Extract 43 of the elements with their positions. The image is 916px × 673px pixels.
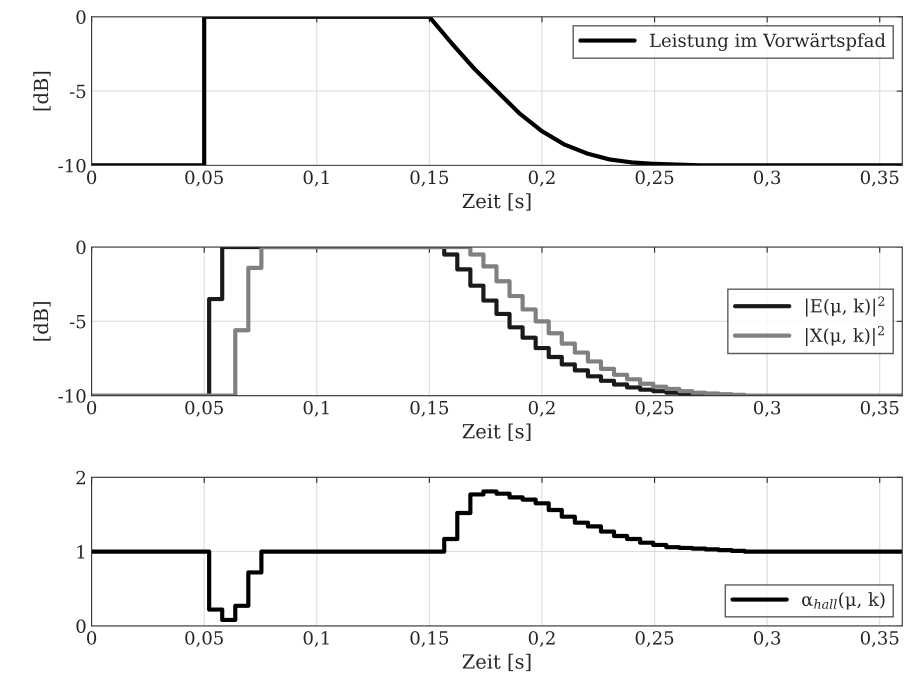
y-tick-label: 2 <box>76 470 85 484</box>
x-tick-label: 0,3 <box>754 400 780 417</box>
y-tick-label: -5 <box>70 84 86 98</box>
y-tick-label: -10 <box>58 389 86 403</box>
x-axis-title: Zeit [s] <box>462 193 530 211</box>
x-axis-title: Zeit [s] <box>462 654 530 672</box>
x-tick-label: 0,25 <box>636 631 674 647</box>
y-tick-label: -10 <box>58 158 86 172</box>
x-tick-label: 0,15 <box>410 400 448 417</box>
x-tick-label: 0,2 <box>528 170 555 186</box>
x-tick-label: 0,3 <box>754 170 780 186</box>
x-tick-label: 0 <box>87 170 96 184</box>
y-tick-label: 0 <box>76 240 86 254</box>
x-tick-label: 0,35 <box>860 170 898 186</box>
x-tick-label: 0,25 <box>636 400 674 417</box>
x-tick-label: 0,05 <box>185 170 223 186</box>
x-tick-label: 0,1 <box>304 400 329 417</box>
y-axis-title: [dB] <box>33 72 51 110</box>
y-tick-label: 1 <box>77 545 84 558</box>
x-tick-label: 0,35 <box>860 631 898 647</box>
x-tick-label: 0,15 <box>410 170 448 186</box>
legend-label: |E(μ, k)|$^{2}$ <box>806 296 884 317</box>
legend-label: |X(μ, k)|$^{2}$ <box>806 326 884 346</box>
x-tick-label: 0,25 <box>636 170 674 186</box>
x-tick-label: 0,05 <box>185 400 223 417</box>
x-tick-label: 0,05 <box>185 631 223 647</box>
x-axis-title: Zeit [s] <box>462 424 530 441</box>
y-tick-label: -5 <box>70 315 86 328</box>
y-tick-label: 0 <box>76 619 86 634</box>
x-tick-label: 0 <box>87 400 96 414</box>
x-tick-label: 0,2 <box>528 400 555 417</box>
legend-label: Leistung im Vorwärtspfad <box>650 33 886 51</box>
x-tick-label: 0,1 <box>304 170 329 186</box>
x-tick-label: 0 <box>87 631 96 645</box>
x-tick-label: 0,35 <box>860 400 898 417</box>
x-tick-label: 0,1 <box>304 631 329 647</box>
line-series <box>92 16 902 166</box>
y-tick-label: 0 <box>76 10 86 24</box>
legend-label: α$_{hall}$(μ, k) <box>802 592 885 610</box>
x-tick-label: 0,2 <box>528 631 555 647</box>
x-tick-label: 0,3 <box>754 631 780 647</box>
x-tick-label: 0,15 <box>410 631 448 647</box>
y-axis-title: [dB] <box>33 302 51 341</box>
